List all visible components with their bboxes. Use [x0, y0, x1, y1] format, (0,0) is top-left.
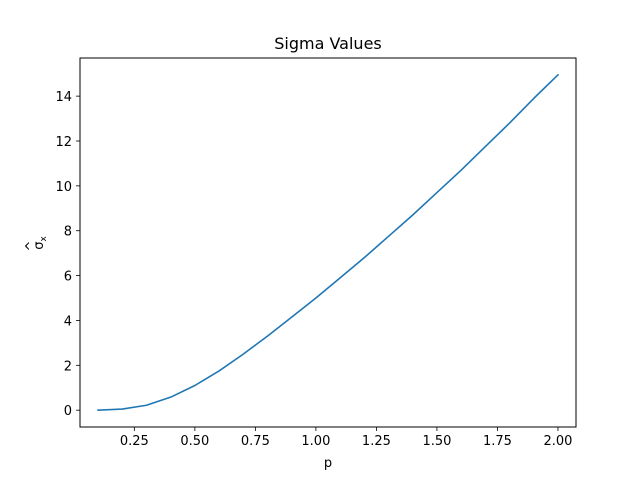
series-line-0 — [97, 73, 560, 412]
plot-frame — [79, 57, 577, 428]
y-axis-label-accent: ^ — [24, 241, 39, 252]
x-axis-ticks: 0.25 0.50 0.75 1.00 1.25 1.50 1.75 2.00 — [120, 427, 572, 449]
y-tick-label: 0 — [64, 404, 72, 419]
x-tick-label: 0.75 — [241, 434, 270, 449]
series-layer — [97, 73, 560, 412]
x-axis-label: p — [324, 456, 332, 471]
x-tick-label: 2.00 — [543, 434, 572, 449]
y-tick-label: 4 — [64, 314, 72, 329]
x-tick-label: 0.50 — [180, 434, 209, 449]
x-tick-label: 0.25 — [120, 434, 149, 449]
x-tick-label: 1.25 — [362, 434, 391, 449]
y-axis-label: σx — [32, 236, 49, 250]
y-axis-label-base: σ — [32, 242, 47, 250]
y-axis-label-subscript: x — [39, 236, 49, 242]
chart-title: Sigma Values — [274, 34, 382, 53]
x-tick-label: 1.75 — [483, 434, 512, 449]
y-tick-label: 6 — [64, 270, 72, 285]
x-tick-label: 1.00 — [301, 434, 330, 449]
y-axis-ticks: 0 2 4 6 8 10 12 14 — [55, 90, 80, 419]
y-tick-label: 12 — [55, 135, 72, 150]
x-tick-label: 1.50 — [422, 434, 451, 449]
y-tick-label: 10 — [55, 180, 72, 195]
y-tick-label: 8 — [64, 225, 72, 240]
y-tick-label: 2 — [64, 359, 72, 374]
y-tick-label: 14 — [55, 90, 72, 105]
